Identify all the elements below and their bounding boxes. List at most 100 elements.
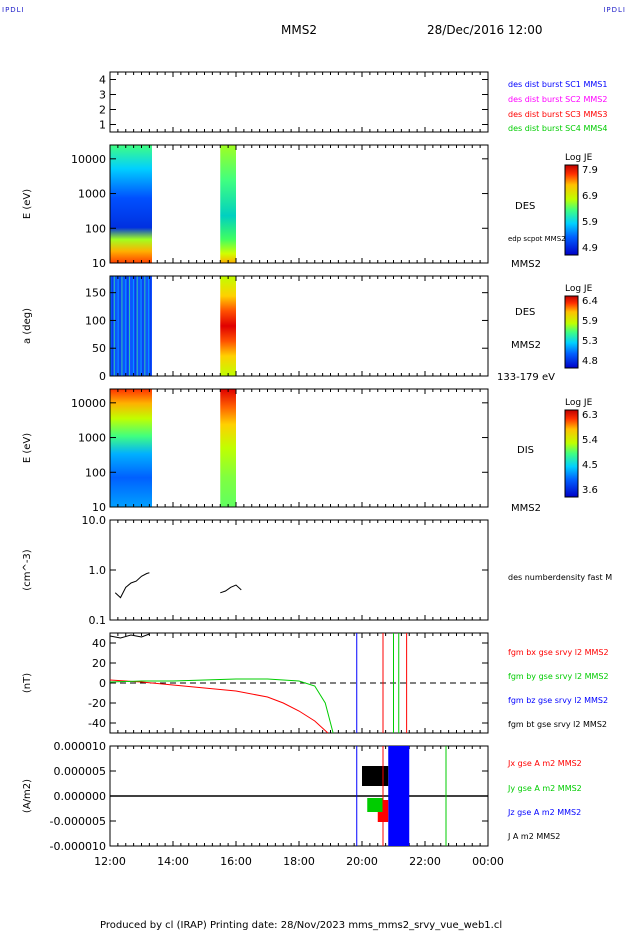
des-energy-sublabel: edp scpot MMS2 (508, 235, 566, 243)
current-legend-entry: J A m2 MMS2 (507, 832, 560, 841)
dis-energy-colorbar-title: Log JE (565, 398, 593, 408)
des-pitch-stripe (125, 276, 127, 376)
dis-energy-heatmap-block (220, 389, 236, 507)
dis-energy-colorbar (564, 409, 579, 498)
des-energy-colorbar-tick: 5.9 (582, 217, 598, 228)
density-series-line (220, 584, 242, 594)
spacecraft-title: MMS2 (281, 23, 317, 37)
y-tick-label: 50 (92, 342, 106, 355)
fgm-series-line (109, 678, 334, 734)
des-pitch-stripe (121, 276, 123, 376)
y-tick-label: 0 (99, 677, 106, 690)
dis-energy-heatmap-block (110, 389, 152, 507)
y-tick-label: 40 (92, 637, 106, 650)
des-energy-colorbar-tick: 6.9 (582, 191, 598, 202)
dis-energy-colorbar-tick: 6.3 (582, 410, 598, 421)
sc-presence-legend-entry: des dist burst SC1 MMS1 (508, 80, 607, 89)
des-energy-colorbar-tick: 4.9 (582, 243, 598, 254)
des-pitch-stripe (111, 276, 113, 376)
fgm-series-line (109, 679, 329, 734)
des-pitch-colorbar-tick: 5.3 (582, 336, 598, 347)
x-tick-label: 00:00 (472, 855, 504, 868)
y-tick-label: -0.000005 (50, 815, 106, 828)
des-pitch-stripe (127, 276, 129, 376)
des-pitch-stripe (123, 276, 125, 376)
fgm-ylabel: (nT) (22, 673, 33, 693)
y-tick-label: 1 (99, 119, 106, 132)
des-pitch-stripe (117, 276, 119, 376)
des-energy-colorbar-title: Log JE (565, 153, 593, 163)
current-ylabel: (A/m2) (22, 779, 33, 813)
y-tick-label: 0.000010 (54, 740, 107, 753)
des-pitch-stripe (119, 276, 121, 376)
des-pitch-stripe (136, 276, 138, 376)
y-tick-label: 1000 (78, 432, 106, 445)
dis-energy-ylabel: E (eV) (22, 433, 33, 463)
des-pitch-stripe (129, 276, 131, 376)
des-energy-heatmap-block (220, 145, 236, 263)
y-tick-label: 4 (99, 74, 106, 87)
des-pitch-colorbar-tick: 4.8 (582, 356, 598, 367)
des-pitch-stripe (148, 276, 150, 376)
y-tick-label: 0.000000 (54, 790, 107, 803)
des-pitch-colorbar-title: Log JE (565, 284, 593, 294)
y-tick-label: 0 (99, 370, 106, 383)
des-pitch-stripe (140, 276, 142, 376)
des-pitch-stripe (144, 276, 146, 376)
y-tick-label: 0.1 (89, 614, 107, 627)
des-energy-bottom-label: MMS2 (511, 259, 541, 270)
corner-label-top-left: IPDLI (2, 6, 25, 14)
des-pitch-stripe (113, 276, 115, 376)
y-tick-label: 2 (99, 104, 106, 117)
current-legend-entry: Jy gse A m2 MMS2 (507, 784, 582, 793)
y-tick-label: 100 (85, 314, 106, 327)
y-tick-label: 1000 (78, 188, 106, 201)
x-tick-label: 18:00 (283, 855, 315, 868)
y-tick-label: 10 (92, 257, 106, 270)
y-tick-label: 10000 (71, 397, 106, 410)
fgm-legend-entry: fgm by gse srvy l2 MMS2 (508, 672, 609, 681)
y-tick-label: 10000 (71, 153, 106, 166)
sc-presence-legend-entry: des dist burst SC2 MMS2 (508, 95, 607, 104)
dis-energy-colorbar-tick: 5.4 (582, 435, 598, 446)
y-tick-label: -0.000010 (50, 840, 106, 853)
des-energy-colorbar-tick: 7.9 (582, 165, 598, 176)
dis-energy-frame (109, 388, 489, 508)
current-burst-j (362, 766, 389, 786)
des-energy-ylabel: E (eV) (22, 189, 33, 219)
des-pitch-heatmap-block (220, 276, 236, 376)
y-tick-label: 20 (92, 657, 106, 670)
dis-energy-label: DIS (517, 445, 534, 456)
fgm-legend-entry: fgm bz gse srvy l2 MMS2 (508, 696, 608, 705)
sc-presence-frame (109, 71, 489, 133)
x-tick-label: 20:00 (346, 855, 378, 868)
des-pitch-bottom-label: 133-179 eV (497, 372, 555, 383)
y-tick-label: -20 (88, 697, 106, 710)
des-pitch-colorbar-tick: 5.9 (582, 316, 598, 327)
x-tick-label: 12:00 (94, 855, 126, 868)
current-burst-jy (367, 798, 383, 812)
density-legend-entry: des numberdensity fast M (508, 573, 612, 582)
sc-presence-legend-entry: des dist burst SC3 MMS3 (508, 110, 607, 119)
des-pitch-frame (109, 275, 489, 377)
x-tick-label: 16:00 (220, 855, 252, 868)
des-pitch-stripe (142, 276, 144, 376)
fgm-series-line (109, 633, 150, 639)
sc-presence-legend-entry: des dist burst SC4 MMS4 (508, 124, 607, 133)
des-pitch-stripe (132, 276, 134, 376)
des-pitch-stripe (134, 276, 136, 376)
y-tick-label: 10 (92, 501, 106, 514)
y-tick-label: 150 (85, 287, 106, 300)
dis-energy-colorbar-tick: 4.5 (582, 460, 598, 471)
des-energy-colorbar (564, 164, 579, 256)
dis-energy-bottom-label: MMS2 (511, 503, 541, 514)
des-pitch-colorbar-tick: 6.4 (582, 296, 598, 307)
des-pitch-stripe (146, 276, 148, 376)
y-tick-label: 3 (99, 89, 106, 102)
density-ylabel: (cm^-3) (22, 549, 33, 590)
x-tick-label: 22:00 (409, 855, 441, 868)
des-pitch-sublabel: MMS2 (511, 340, 541, 351)
des-pitch-stripe (150, 276, 152, 376)
y-tick-label: 100 (85, 222, 106, 235)
